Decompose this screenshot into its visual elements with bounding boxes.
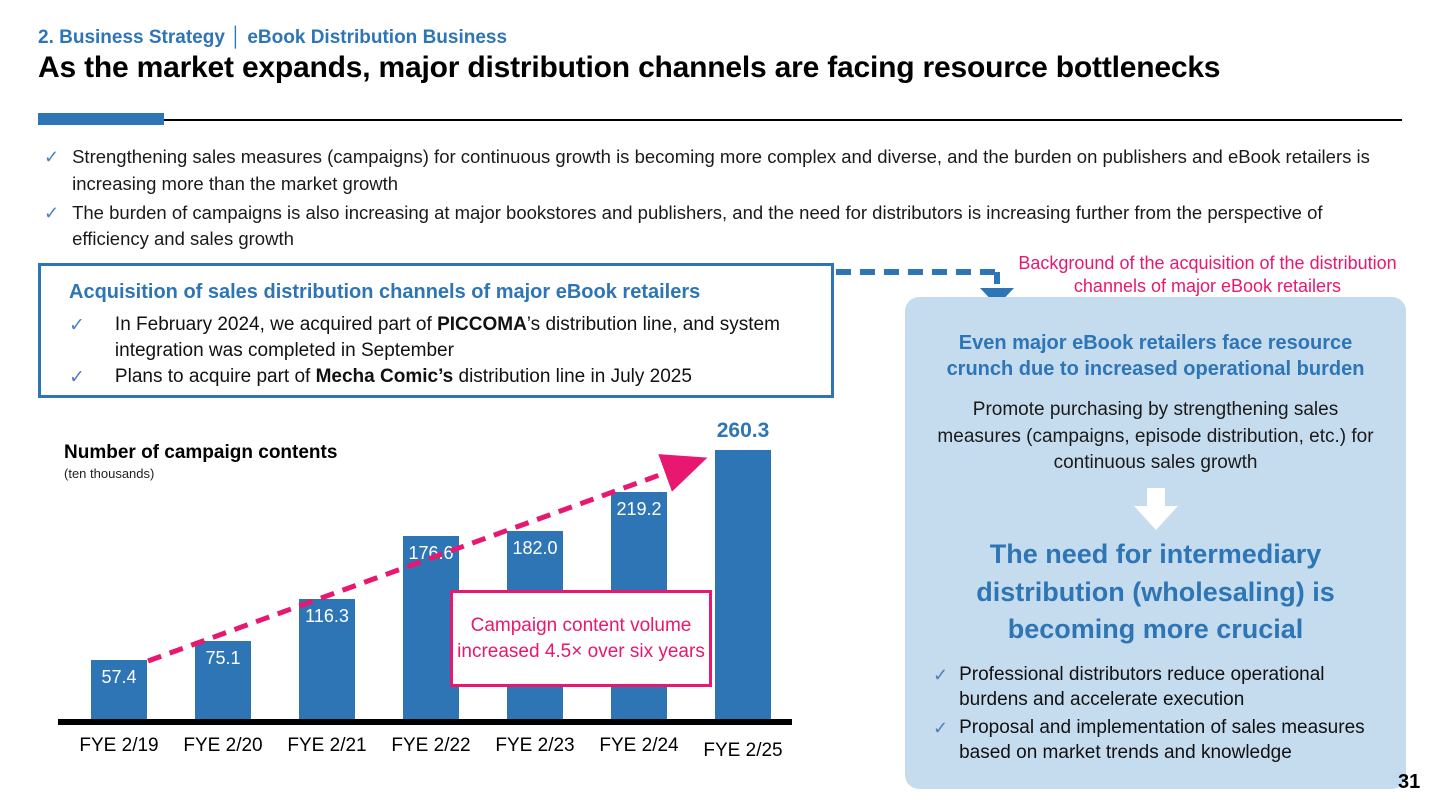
down-arrow-icon — [1133, 487, 1178, 530]
bar-value-label: 116.3 — [305, 606, 349, 626]
panel-bullet: ✓ Professional distributors reduce opera… — [933, 662, 1378, 713]
check-icon: ✓ — [44, 147, 60, 167]
panel-bullets: ✓ Professional distributors reduce opera… — [905, 662, 1406, 765]
bar-value-label: 176.6 — [408, 543, 454, 563]
annotation-text: Campaign content volume increased 4.5× o… — [457, 615, 705, 662]
bar-value-label: 260.3 — [716, 419, 770, 442]
x-axis-label: FYE 2/19 — [79, 735, 159, 756]
title-rule — [38, 119, 1402, 121]
check-icon: ✓ — [933, 717, 949, 738]
acquisition-bullet: ✓ Plans to acquire part of Mecha Comic’s… — [69, 364, 811, 392]
kicker: 2. Business Strategy │ eBook Distributio… — [38, 27, 508, 48]
check-icon: ✓ — [69, 315, 85, 336]
x-axis — [58, 719, 792, 725]
bar-value-label: 75.1 — [205, 648, 241, 668]
text-segment-bold: PICCOMA — [437, 314, 527, 335]
trend-arrow-icon — [147, 454, 708, 664]
panel-heading: Even major eBook retailers face resource… — [946, 332, 1365, 380]
x-axis-label: FYE 2/23 — [495, 735, 575, 756]
panel-bullet: ✓ Proposal and implementation of sales m… — [933, 715, 1378, 766]
text-segment: ’s distribution line, and system integra… — [114, 314, 780, 362]
acquisition-bullet-text: Plans to acquire part of Mecha Comic’s d… — [115, 364, 692, 392]
title-accent-bar — [38, 113, 164, 125]
acquisition-bullet-text: In February 2024, we acquired part of PI… — [115, 312, 811, 364]
page-number: 31 — [1398, 771, 1421, 793]
x-axis-label: FYE 2/25 — [703, 740, 783, 761]
intro-bullet-text: Strengthening sales measures (campaigns)… — [72, 146, 1370, 194]
text-segment: distribution line in July 2025 — [453, 366, 692, 388]
panel-bullet-text: Professional distributors reduce operati… — [959, 664, 1325, 711]
bar-value-label: 219.2 — [616, 499, 662, 519]
background-label: Background of the acquisition of the dis… — [1018, 253, 1397, 296]
x-axis-label: FYE 2/24 — [599, 735, 679, 756]
bar — [195, 641, 251, 719]
x-axis-label: FYE 2/21 — [287, 735, 367, 756]
chart-unit-label: (ten thousands) — [64, 466, 155, 481]
bar — [715, 450, 771, 719]
page-title: As the market expands, major distributio… — [38, 51, 1221, 84]
x-axis-label: FYE 2/22 — [391, 735, 471, 756]
insight-panel: Even major eBook retailers face resource… — [905, 297, 1406, 789]
acquisition-box: Acquisition of sales distribution channe… — [38, 263, 834, 398]
check-icon: ✓ — [44, 202, 60, 223]
text-segment: Plans to acquire part of — [114, 366, 316, 388]
panel-bullet-text: Proposal and implementation of sales mea… — [959, 716, 1365, 763]
panel-body: Promote purchasing by strengthening sale… — [937, 399, 1374, 474]
intro-bullet: ✓ Strengthening sales measures (campaign… — [44, 144, 1404, 198]
intro-bullets: ✓ Strengthening sales measures (campaign… — [44, 144, 1404, 255]
bar-value-label: 182.0 — [512, 538, 558, 558]
check-icon: ✓ — [69, 367, 85, 389]
bar — [299, 599, 355, 719]
intro-bullet-text: The burden of campaigns is also increasi… — [72, 201, 1323, 250]
annotation-box: Campaign content volume increased 4.5× o… — [450, 590, 712, 687]
bar-value-label: 57.4 — [101, 667, 137, 687]
panel-emphasis: The need for intermediary distribution (… — [976, 538, 1335, 645]
check-icon: ✓ — [933, 665, 949, 686]
text-segment-bold: Mecha Comic’s — [315, 366, 454, 388]
x-axis-label: FYE 2/20 — [183, 735, 263, 756]
intro-bullet: ✓ The burden of campaigns is also increa… — [44, 200, 1404, 254]
chart-title: Number of campaign contents — [64, 442, 338, 463]
bar — [91, 660, 147, 719]
acquisition-bullet: ✓ In February 2024, we acquired part of … — [69, 312, 811, 364]
acquisition-box-title: Acquisition of sales distribution channe… — [69, 281, 701, 303]
text-segment: In February 2024, we acquired part of — [114, 314, 438, 335]
